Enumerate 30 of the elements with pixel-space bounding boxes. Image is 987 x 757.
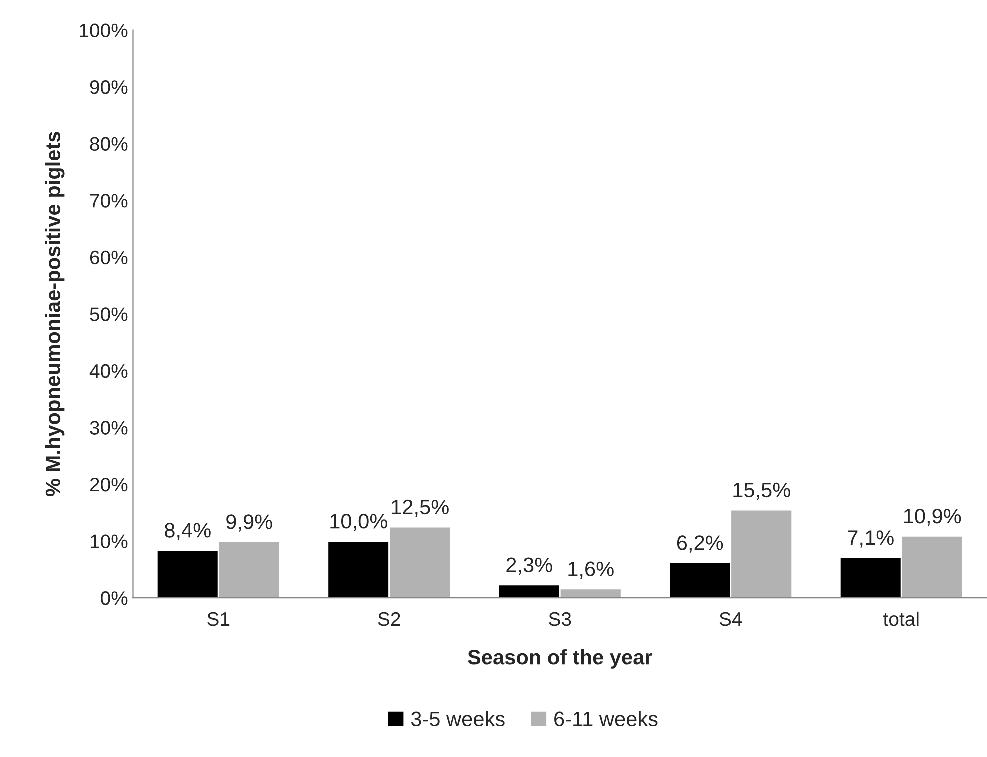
y-tick-label: 60% — [90, 250, 128, 265]
data-label: 15,5% — [734, 482, 790, 500]
y-tick-label: 100% — [80, 24, 128, 38]
data-label: 10,9% — [904, 508, 962, 526]
legend-label: 6-11 weeks — [554, 711, 658, 727]
x-tick-label: S3 — [549, 612, 572, 626]
data-label: 10,0% — [330, 514, 388, 532]
data-label: 6,2% — [677, 536, 724, 553]
y-tick-label: 40% — [90, 364, 128, 378]
x-tick-label: S1 — [208, 612, 230, 626]
y-tick-label: 30% — [90, 421, 128, 435]
y-tick-label: 90% — [90, 80, 128, 94]
legend-label: 3-5 weeks — [411, 711, 505, 727]
x-axis-title: Season of the year — [468, 649, 652, 669]
y-tick-label: 50% — [90, 308, 128, 322]
data-label: 12,5% — [392, 500, 449, 518]
x-tick-label: total — [884, 612, 919, 626]
y-tick-label: 80% — [90, 137, 128, 152]
data-label: 9,9% — [226, 514, 272, 532]
data-label: 7,1% — [848, 530, 894, 548]
y-axis-title: % M.hyopneumoniae-positive piglets — [45, 132, 65, 497]
y-tick-label: 0% — [101, 592, 128, 606]
data-label: 1,6% — [568, 562, 614, 579]
data-label: 2,3% — [506, 558, 552, 575]
y-tick-label: 10% — [90, 534, 128, 548]
data-label: 8,4% — [165, 523, 211, 540]
y-tick-label: 70% — [90, 194, 128, 208]
x-tick-label: S2 — [378, 612, 400, 626]
x-tick-label: S4 — [720, 612, 742, 626]
y-tick-label: 20% — [90, 478, 128, 492]
